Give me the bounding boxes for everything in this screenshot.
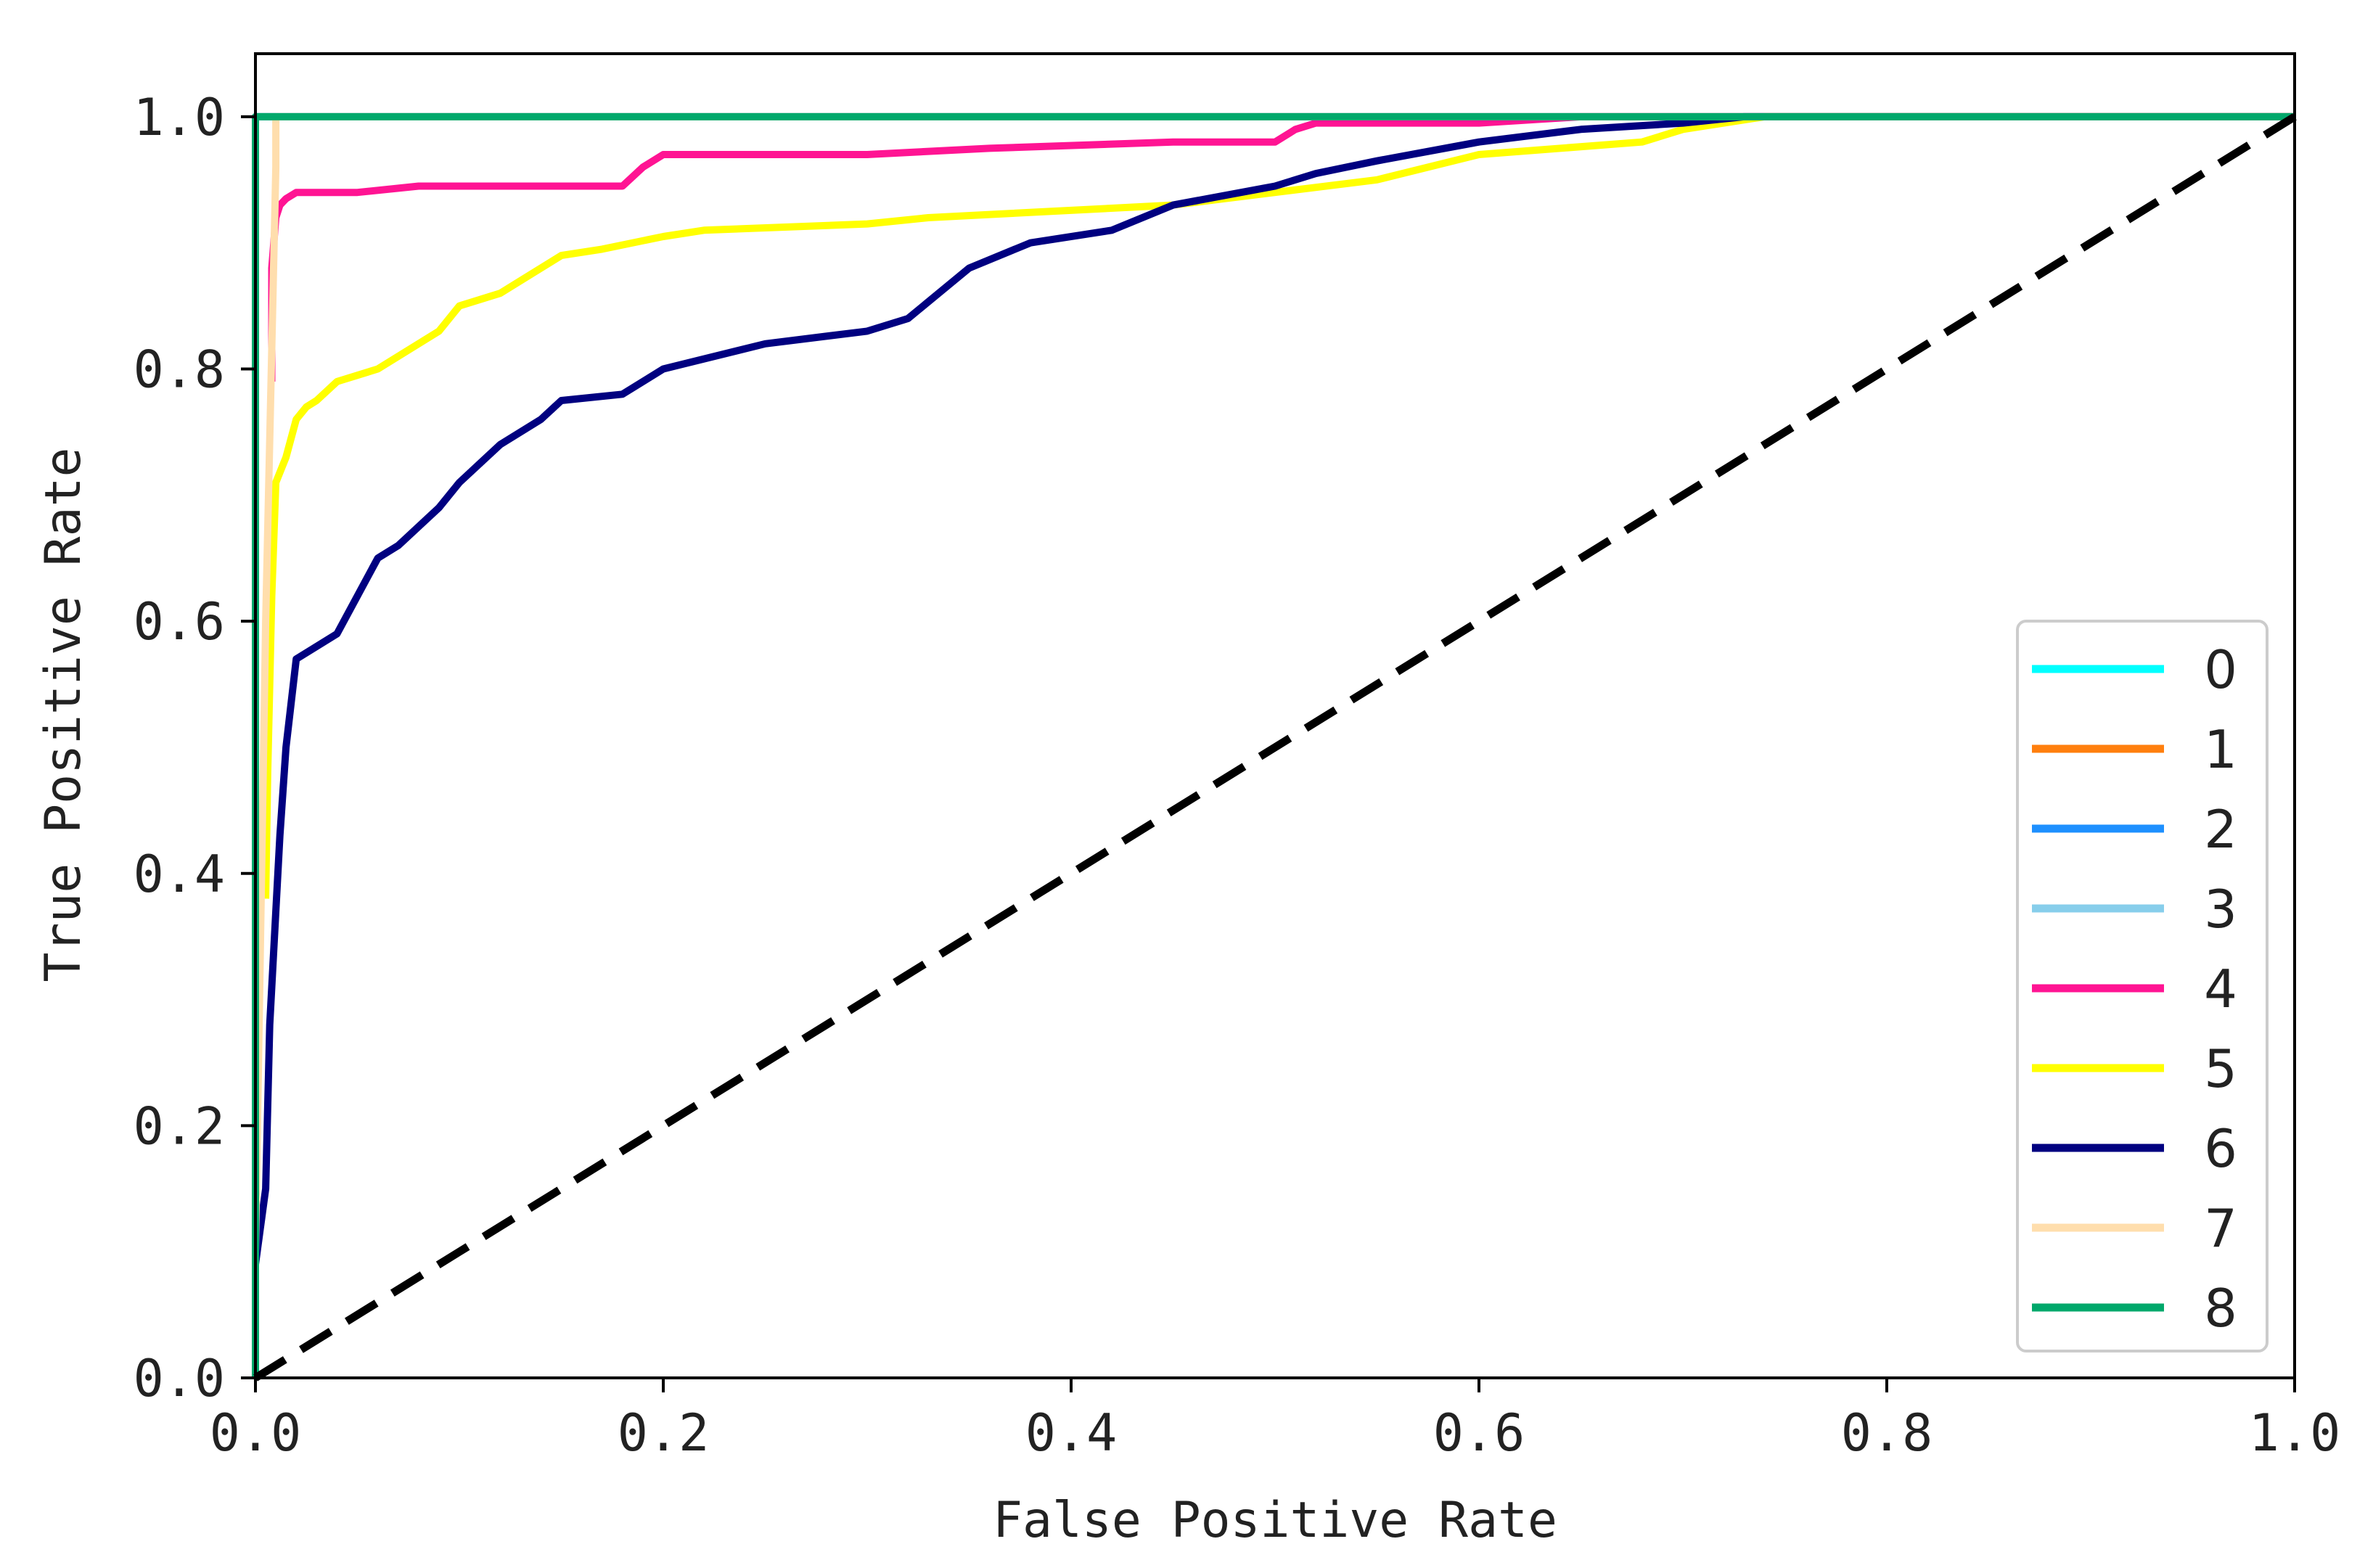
plot-area <box>252 52 2297 1382</box>
y-tick-label: 1.0 <box>134 88 225 147</box>
plot-background <box>255 54 2295 1378</box>
legend-label-8: 8 <box>2204 1278 2237 1339</box>
legend-label-7: 7 <box>2204 1198 2237 1259</box>
legend-label-3: 3 <box>2204 879 2237 940</box>
legend-label-0: 0 <box>2204 639 2237 700</box>
x-tick-label: 1.0 <box>2249 1403 2340 1463</box>
legend-label-1: 1 <box>2204 719 2237 780</box>
y-axis-label: True Positive Rate <box>35 448 92 982</box>
series-line-5 <box>262 112 2295 899</box>
chance-diagonal-line <box>253 113 2297 1382</box>
series-line-6 <box>252 112 2295 1378</box>
y-axis-ticks: 0.0 0.2 0.4 0.6 0.8 1.0 <box>134 88 255 1408</box>
x-tick-label: 0.8 <box>1841 1403 1933 1463</box>
legend-label-6: 6 <box>2204 1118 2237 1179</box>
x-tick-label: 0.4 <box>1025 1403 1117 1463</box>
x-tick-label: 0.6 <box>1433 1403 1525 1463</box>
y-tick-label: 0.2 <box>134 1096 225 1156</box>
legend-label-4: 4 <box>2204 959 2237 1019</box>
y-tick-label: 0.8 <box>134 340 225 400</box>
series-line-4 <box>268 112 2295 382</box>
x-axis-label: False Positive Rate <box>993 1492 1557 1549</box>
legend-label-2: 2 <box>2204 799 2237 860</box>
y-tick-label: 0.0 <box>134 1349 225 1408</box>
legend-label-5: 5 <box>2204 1038 2237 1099</box>
y-tick-label: 0.6 <box>134 592 225 652</box>
legend: 0 1 2 3 4 5 6 7 8 <box>2016 620 2269 1352</box>
x-axis-ticks: 0.0 0.2 0.4 0.6 0.8 1.0 <box>210 1378 2340 1463</box>
plot-frame <box>254 52 2296 1379</box>
x-tick-label: 0.0 <box>210 1403 301 1463</box>
x-tick-label: 0.2 <box>618 1403 709 1463</box>
y-tick-label: 0.4 <box>134 845 225 904</box>
